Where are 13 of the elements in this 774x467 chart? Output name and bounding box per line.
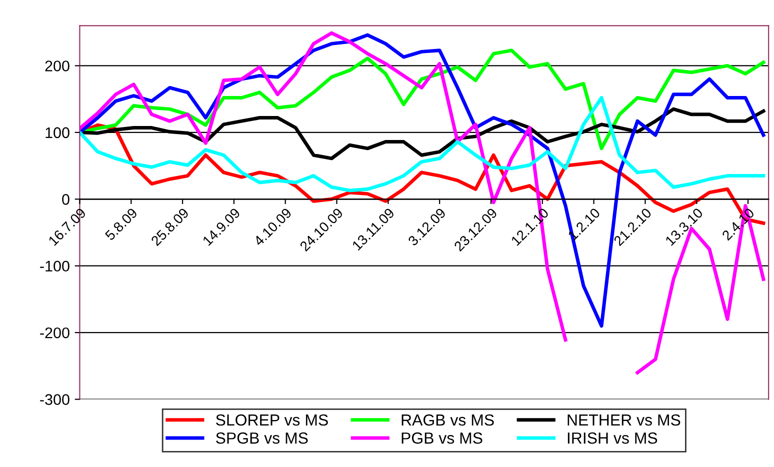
legend-label: SPGB vs MS — [216, 432, 308, 444]
legend-label: NETHER vs MS — [568, 414, 680, 426]
y-tick-label: -300 — [40, 394, 70, 405]
legend-label: PGB vs MS — [402, 432, 482, 444]
y-tick-label: 0 — [62, 194, 70, 205]
legend-label: RAGB vs MS — [402, 414, 494, 426]
y-tick-label: 200 — [45, 60, 70, 72]
y-tick-label: 100 — [46, 127, 70, 138]
y-tick-label: -100 — [40, 260, 70, 272]
legend-label: SLOREP vs MS — [216, 414, 328, 426]
y-tick-label: -200 — [40, 327, 70, 338]
legend-label: IRISH vs MS — [568, 432, 658, 444]
line-series — [80, 96, 766, 192]
